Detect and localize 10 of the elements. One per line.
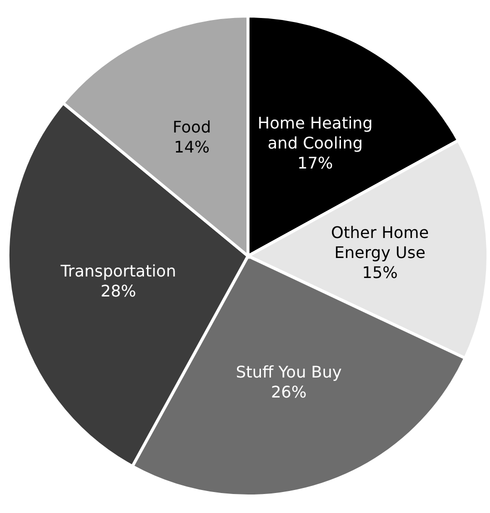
slice-label: Food [172,118,211,137]
slice-label: Transportation [60,262,176,281]
data-label: 14% [174,138,210,157]
data-label: 15% [362,262,398,282]
data-label: 28% [100,282,136,301]
data-label: 26% [271,382,307,402]
slice-label: Home Heating and Cooling [258,113,373,152]
slice-label: Stuff You Buy [236,362,342,382]
slice-label: Other Home Energy Use [331,222,429,262]
data-label: 17% [297,153,333,172]
